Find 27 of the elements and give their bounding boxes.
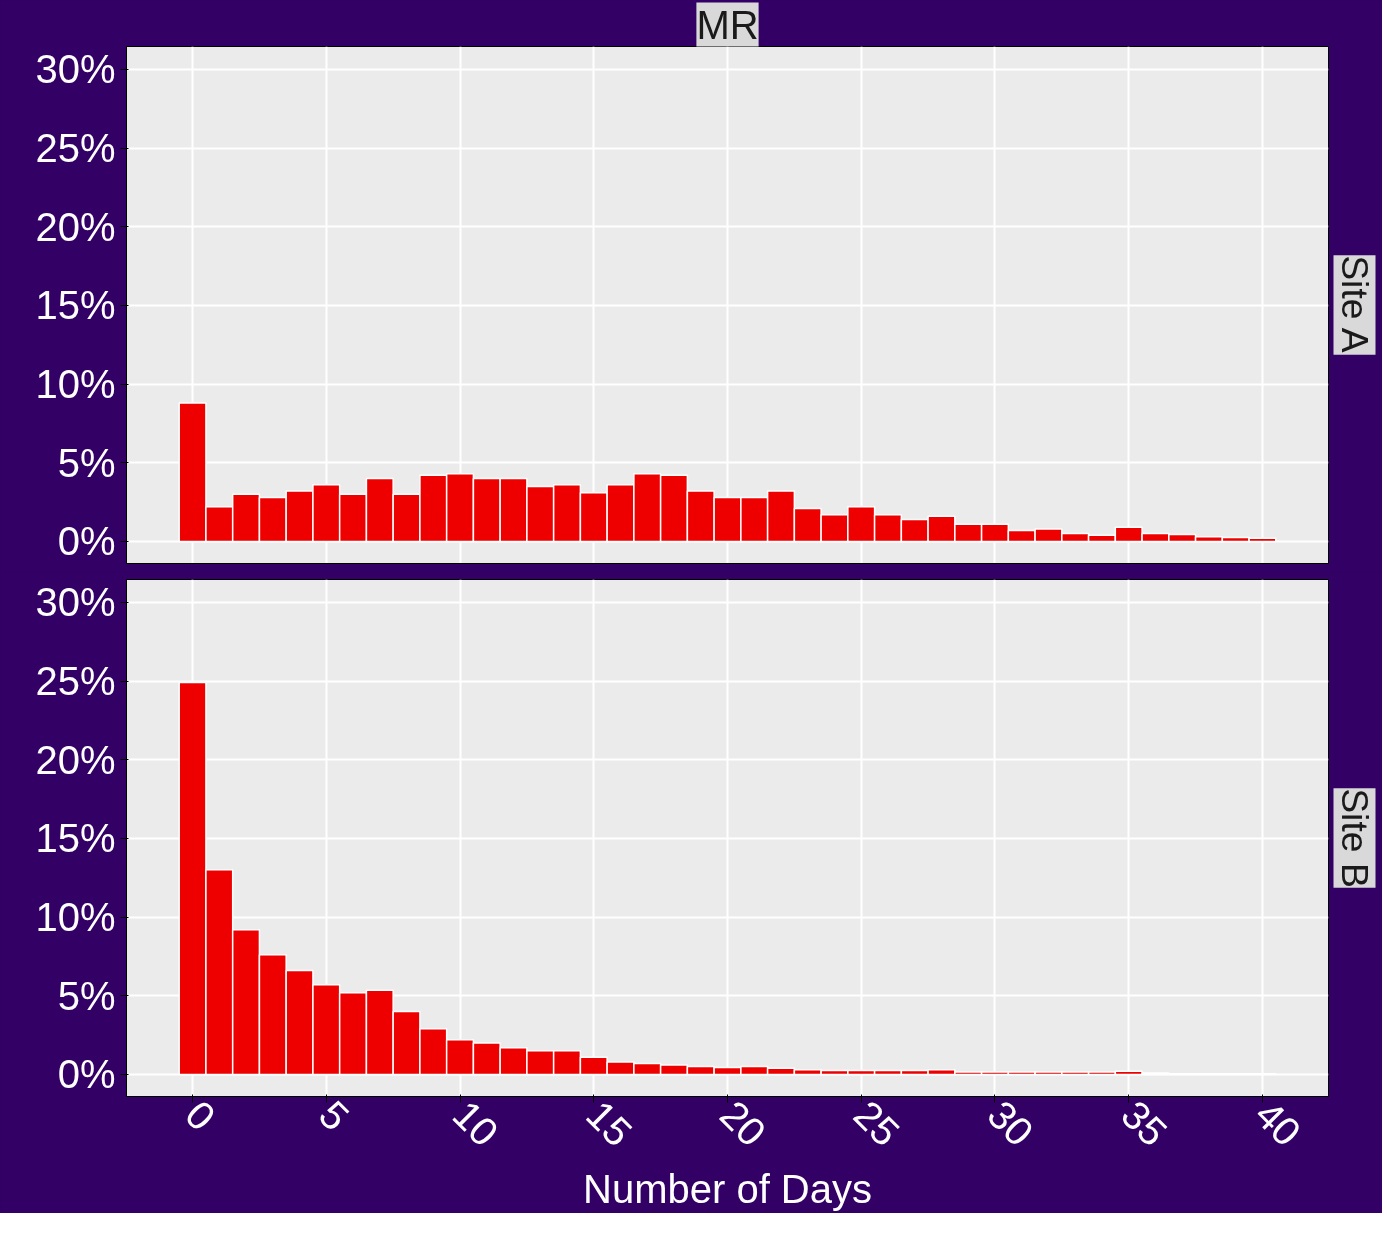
y-tick-label: 25%	[35, 126, 116, 171]
y-tick-label: 5%	[57, 973, 116, 1018]
y-tick-label: 20%	[35, 204, 116, 249]
x-tick-label: 20	[711, 1091, 775, 1155]
y-tick-label: 25%	[35, 659, 116, 704]
y-tick-label: 0%	[57, 519, 116, 564]
chart-title: MR	[696, 2, 759, 47]
y2-axis-title: Site A	[1333, 255, 1376, 353]
y2-axis-title: Site B	[1333, 788, 1376, 888]
x-tick-label: 30	[979, 1091, 1042, 1155]
x-tick-label: 5	[310, 1091, 358, 1139]
y-tick-label: 5%	[57, 440, 116, 485]
x-tick-label: 0	[177, 1091, 224, 1139]
x-axis-title: Number of Days	[583, 1166, 872, 1211]
y-tick-label: 10%	[35, 895, 116, 940]
y-tick-label: 15%	[35, 816, 116, 861]
y-tick-label: 15%	[35, 283, 116, 328]
x-tick-label: 35	[1113, 1091, 1176, 1155]
y-tick-label: 20%	[35, 737, 116, 782]
y-tick-label: 10%	[35, 362, 116, 407]
x-tick-label: 15	[578, 1091, 641, 1155]
x-tick-label: 10	[444, 1091, 508, 1155]
x-tick-label: 40	[1246, 1091, 1310, 1155]
x-tick-label: 25	[845, 1091, 909, 1155]
y-tick-label: 30%	[35, 47, 116, 92]
y-tick-label: 0%	[57, 1052, 116, 1097]
y-tick-label: 30%	[35, 580, 116, 625]
